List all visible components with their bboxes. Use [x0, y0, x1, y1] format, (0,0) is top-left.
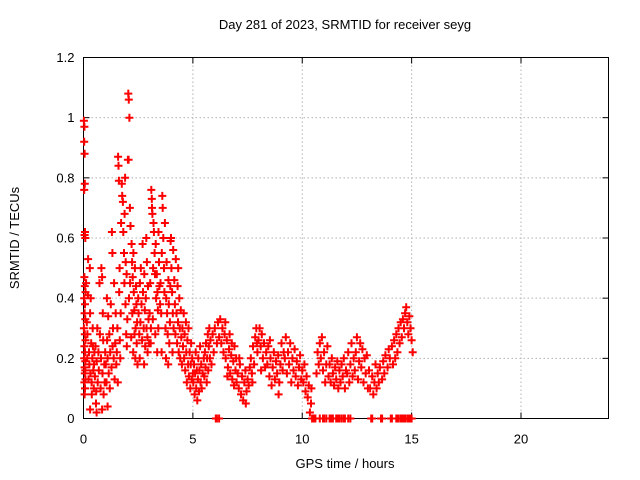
- y-axis-label: SRMTID / TECUs: [7, 186, 22, 289]
- x-tick-label: 15: [404, 432, 418, 447]
- y-tick-labels: 0 0.2 0.4 0.6 0.8 1 1.2: [56, 50, 74, 426]
- x-axis-label: GPS time / hours: [296, 456, 395, 471]
- y-tick-label: 1.2: [56, 50, 74, 65]
- grid-lines: [83, 57, 609, 419]
- x-tick-label: 20: [514, 432, 528, 447]
- data-points-scatter: [79, 89, 417, 423]
- y-tick-label: 0.8: [56, 170, 74, 185]
- x-tick-label: 5: [189, 432, 196, 447]
- y-tick-label: 0.6: [56, 231, 74, 246]
- y-tick-label: 1: [67, 110, 74, 125]
- x-tick-label: 10: [295, 432, 309, 447]
- x-tick-label: 0: [80, 432, 87, 447]
- y-tick-label: 0: [67, 411, 74, 426]
- chart-title: Day 281 of 2023, SRMTID for receiver sey…: [219, 17, 471, 32]
- y-tick-label: 0.4: [56, 291, 74, 306]
- x-tick-labels: 0 5 10 15 20: [80, 432, 528, 447]
- y-tick-label: 0.2: [56, 351, 74, 366]
